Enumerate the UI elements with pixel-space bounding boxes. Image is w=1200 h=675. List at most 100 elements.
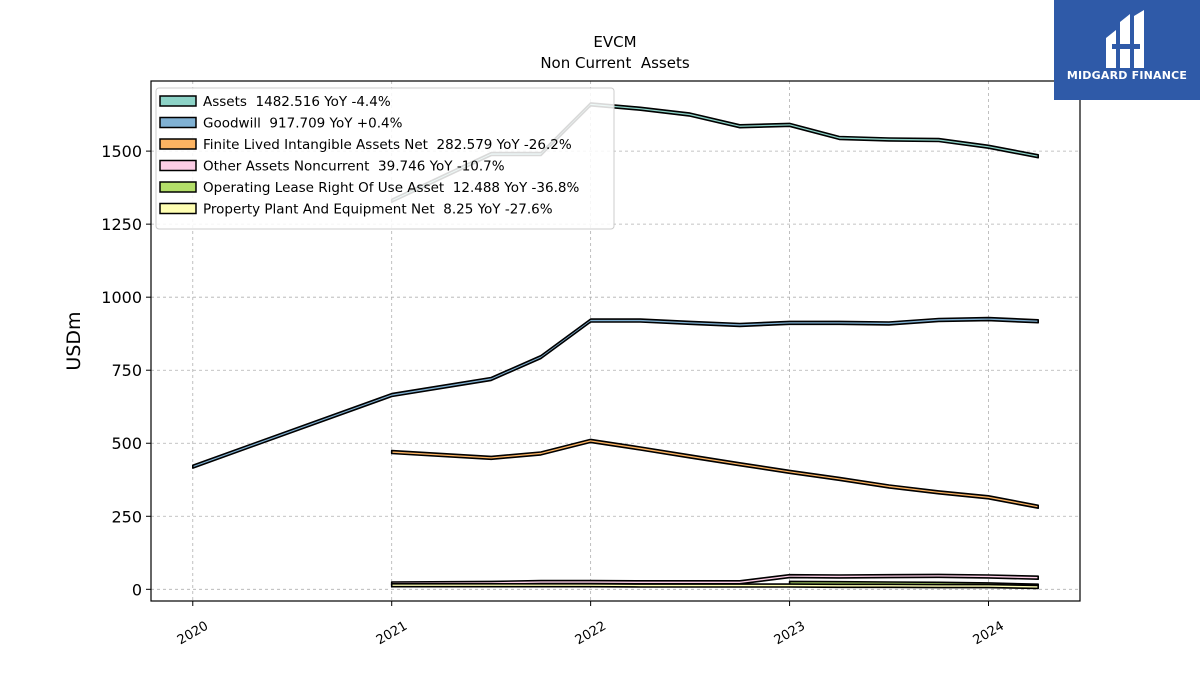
data-point (889, 139, 890, 140)
data-point (839, 576, 840, 577)
data-point (839, 585, 840, 586)
x-tick-label: 2022 (573, 619, 609, 649)
logo-text: MIDGARD FINANCE (1066, 69, 1188, 82)
legend-label: Operating Lease Right Of Use Asset 12.48… (203, 180, 579, 196)
y-tick-label: 750 (111, 361, 142, 380)
chart-title: EVCM (593, 33, 636, 51)
data-point (739, 585, 740, 586)
data-point (1038, 321, 1039, 322)
data-point (192, 466, 193, 467)
data-point (1038, 577, 1039, 578)
data-point (789, 471, 790, 472)
data-point (640, 582, 641, 583)
data-point (938, 319, 939, 320)
data-point (590, 582, 591, 583)
y-tick-label: 1000 (101, 288, 142, 307)
data-point (391, 395, 392, 396)
series-band-1 (192, 316, 1039, 469)
data-point (988, 576, 989, 577)
plot-frame (150, 80, 1081, 602)
x-tick-label: 2023 (772, 619, 808, 649)
legend-box (155, 87, 615, 230)
data-point (988, 586, 989, 587)
data-point (789, 124, 790, 125)
data-point (1038, 156, 1039, 157)
legend-swatch (159, 181, 197, 193)
data-point (640, 108, 641, 109)
data-point (739, 126, 740, 127)
legend-swatch (159, 138, 197, 150)
data-point (540, 453, 541, 454)
data-point (739, 464, 740, 465)
grid (151, 81, 1080, 601)
data-point (690, 582, 691, 583)
y-tick-label: 0 (132, 580, 142, 599)
data-point (889, 486, 890, 487)
data-point (1038, 586, 1039, 587)
data-point (491, 378, 492, 379)
data-point (491, 585, 492, 586)
data-point (590, 320, 591, 321)
data-point (789, 585, 790, 586)
data-point (739, 324, 740, 325)
legend-label: Finite Lived Intangible Assets Net 282.5… (203, 137, 572, 153)
data-point (690, 585, 691, 586)
data-point (1038, 506, 1039, 507)
chart-subtitle: Non Current Assets (540, 54, 690, 72)
data-point (839, 322, 840, 323)
legend-swatch (159, 159, 197, 172)
data-point (789, 582, 790, 583)
x-tick-label: 2020 (175, 619, 211, 649)
data-point (889, 323, 890, 324)
y-tick-label: 250 (111, 507, 142, 526)
data-point (640, 448, 641, 449)
series-layer (192, 102, 1039, 590)
data-point (889, 576, 890, 577)
legend-label: Goodwill 917.709 YoY +0.4% (203, 116, 403, 132)
data-point (690, 322, 691, 323)
data-point (839, 137, 840, 138)
x-tick-label: 2024 (971, 619, 1007, 649)
data-point (889, 585, 890, 586)
data-point (640, 585, 641, 586)
data-point (540, 357, 541, 358)
legend-label: Other Assets Noncurrent 39.746 YoY -10.7… (203, 159, 505, 175)
data-point (690, 114, 691, 115)
legend-swatch (159, 95, 197, 107)
series-band-2 (390, 438, 1039, 510)
data-point (391, 452, 392, 453)
y-tick-label: 500 (111, 434, 142, 453)
data-point (540, 582, 541, 583)
data-point (839, 478, 840, 479)
brand-logo: MIDGARD FINANCE (1054, 0, 1200, 100)
data-point (789, 576, 790, 577)
data-point (739, 582, 740, 583)
data-point (789, 322, 790, 323)
data-point (640, 320, 641, 321)
data-point (590, 440, 591, 441)
legend-label: Property Plant And Equipment Net 8.25 Yo… (203, 202, 553, 218)
data-point (690, 456, 691, 457)
data-point (938, 575, 939, 576)
data-point (988, 146, 989, 147)
data-point (988, 319, 989, 320)
data-point (540, 585, 541, 586)
data-point (938, 586, 939, 587)
logo-mark-icon (1106, 10, 1144, 68)
y-axis-label: USDm (63, 311, 85, 370)
data-point (391, 585, 392, 586)
data-point (590, 585, 591, 586)
data-point (988, 497, 989, 498)
legend-swatch (159, 202, 197, 215)
y-tick-label: 1250 (101, 215, 142, 234)
data-point (491, 457, 492, 458)
y-tick-label: 1500 (101, 142, 142, 161)
series-band-5 (390, 582, 1039, 590)
legend-label: Assets 1482.516 YoY -4.4% (203, 94, 391, 110)
legend: Assets 1482.516 YoY -4.4% Goodwill 917.70… (155, 87, 615, 230)
legend-swatch (159, 116, 197, 129)
data-point (938, 140, 939, 141)
data-point (938, 492, 939, 493)
x-tick-label: 2021 (374, 619, 410, 649)
